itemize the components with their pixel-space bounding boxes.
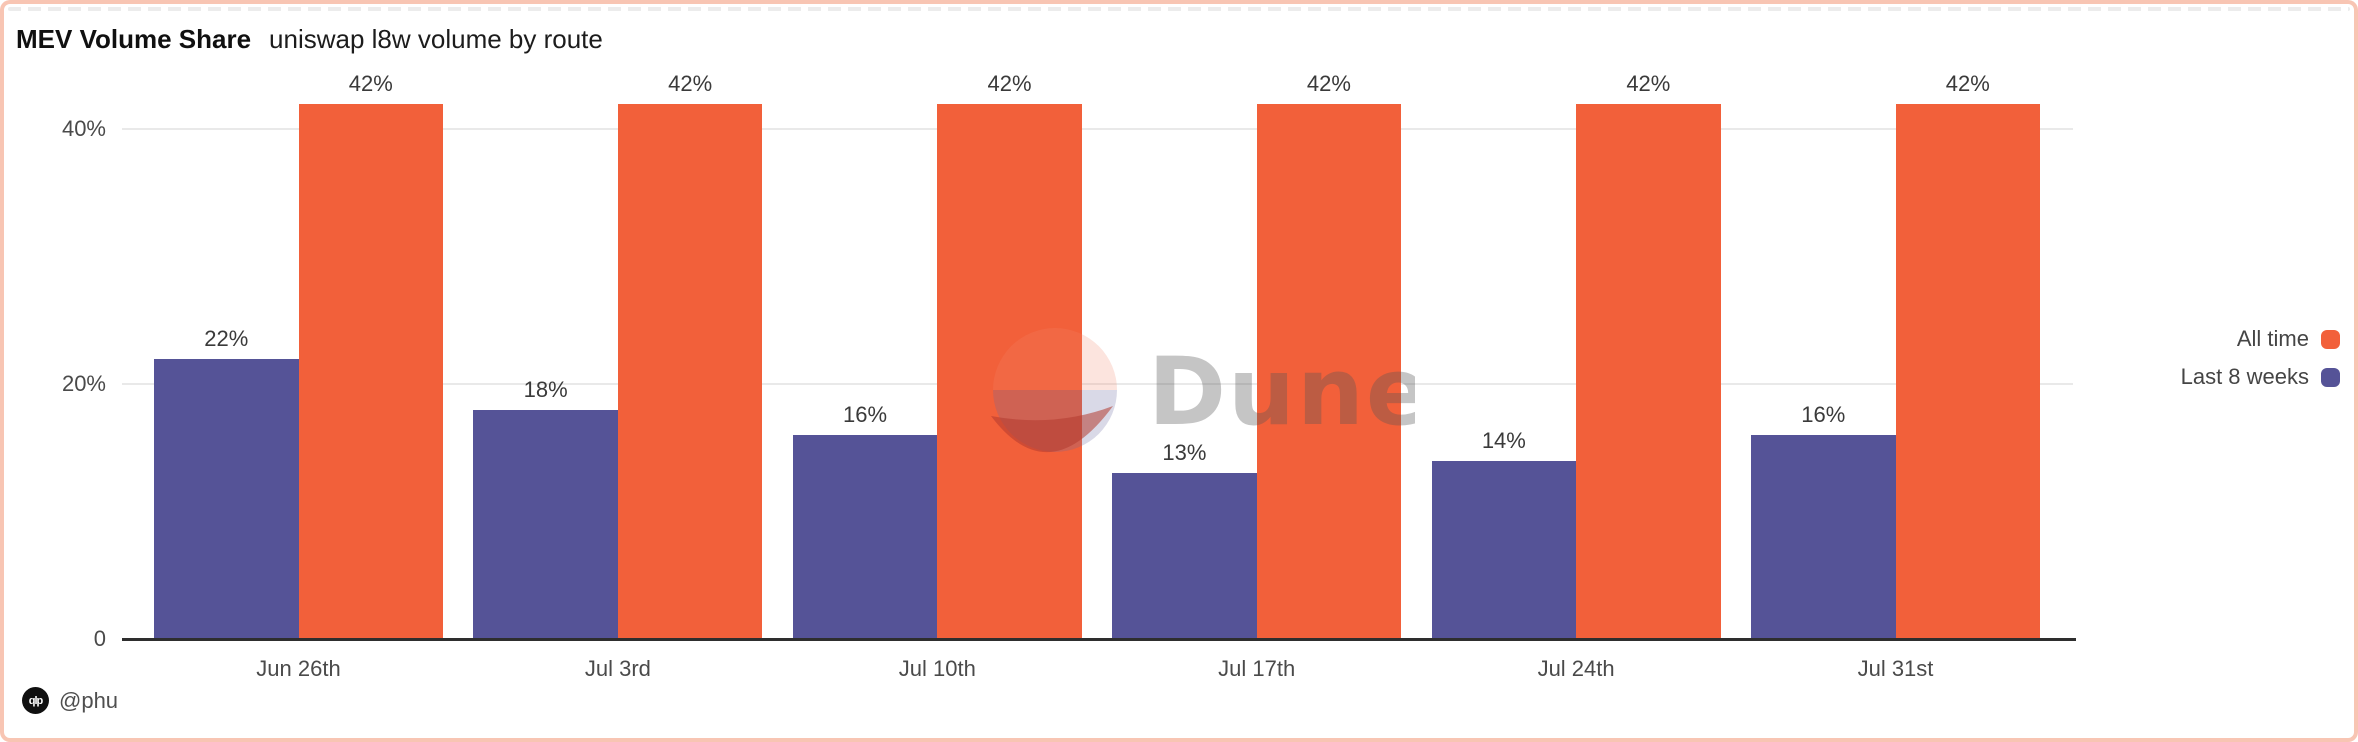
- x-axis-tick-jul-10th: Jul 10th: [898, 656, 976, 681]
- bar-last-8-weeks-jun-26th: [154, 358, 299, 639]
- bar-all-time-jul-24th: [1576, 103, 1721, 639]
- bar-value-label: 18%: [523, 376, 568, 402]
- legend-label: Last 8 weeks: [2180, 364, 2309, 389]
- legend-swatch-icon: [2321, 329, 2340, 349]
- bar-last-8-weeks-jul-31st: [1751, 435, 1896, 639]
- bar-last-8-weeks-jul-17th: [1112, 473, 1257, 639]
- author-attribution: qlp @phu: [22, 687, 118, 714]
- chart-title: MEV Volume Share: [16, 24, 252, 54]
- legend-swatch-icon: [2321, 367, 2340, 387]
- bar-value-label: 42%: [987, 70, 1032, 96]
- author-handle: @phu: [59, 687, 119, 713]
- bar-all-time-jun-26th: [298, 103, 443, 639]
- x-axis-line: [122, 638, 2076, 641]
- bar-all-time-jul-17th: [1256, 103, 1402, 639]
- y-axis-tick-20%: 20%: [61, 371, 106, 396]
- x-axis-tick-jul-24th: Jul 24th: [1537, 656, 1615, 681]
- bar-all-time-jul-10th: [937, 103, 1082, 639]
- bar-value-label: 14%: [1481, 427, 1526, 453]
- top-dashed-strip: [8, 7, 2350, 11]
- gridline-40%: [122, 128, 2073, 130]
- bar-last-8-weeks-jul-3rd: [473, 409, 618, 639]
- bar-all-time-jul-31st: [1895, 103, 2040, 639]
- bar-value-label: 42%: [1945, 70, 1990, 96]
- bar-value-label: 42%: [1626, 70, 1671, 96]
- x-axis-tick-jul-3rd: Jul 3rd: [584, 656, 651, 681]
- chart-legend: All time Last 8 weeks: [2181, 320, 2340, 396]
- bar-value-label: 42%: [348, 70, 393, 96]
- bar-value-label: 13%: [1162, 440, 1207, 466]
- legend-item-last-8-weeks: Last 8 weeks: [2181, 358, 2340, 396]
- bar-last-8-weeks-jul-24th: [1431, 460, 1577, 639]
- legend-label: All time: [2236, 326, 2309, 351]
- author-logo-icon: qlp: [22, 687, 49, 714]
- x-axis-tick-jun-26th: Jun 26th: [256, 656, 341, 681]
- y-axis-tick-0: 0: [93, 626, 106, 651]
- gridline-20%: [122, 383, 2073, 385]
- chart-subtitle: uniswap l8w volume by route: [269, 24, 603, 54]
- x-axis-tick-jul-31st: Jul 31st: [1857, 656, 1934, 681]
- chart-header: MEV Volume Share uniswap l8w volume by r…: [16, 24, 603, 55]
- legend-item-all-time: All time: [2181, 320, 2340, 358]
- bar-value-label: 22%: [204, 325, 249, 351]
- bar-last-8-weeks-jul-10th: [792, 435, 938, 639]
- bar-value-label: 16%: [843, 402, 888, 427]
- x-axis-tick-jul-17th: Jul 17th: [1218, 656, 1296, 681]
- y-axis-tick-40%: 40%: [61, 116, 106, 141]
- bar-value-label: 16%: [1801, 402, 1846, 427]
- bar-value-label: 42%: [1306, 70, 1351, 96]
- bar-value-label: 42%: [668, 70, 713, 96]
- bar-all-time-jul-3rd: [617, 103, 763, 639]
